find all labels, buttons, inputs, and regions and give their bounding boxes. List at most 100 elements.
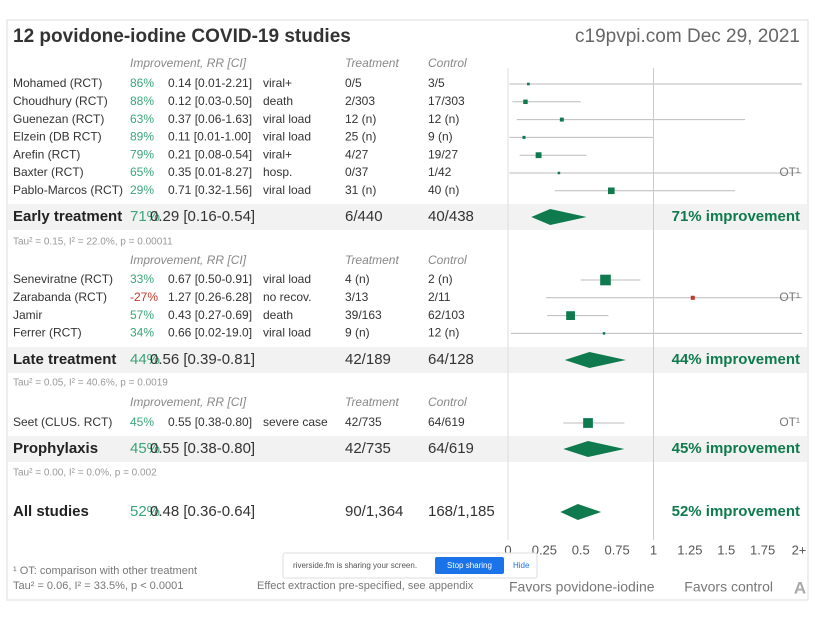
control: 64/619 xyxy=(428,415,465,429)
source: c19pvpi.com Dec 29, 2021 xyxy=(575,26,800,47)
outcome: hosp. xyxy=(263,165,292,179)
control: 64/619 xyxy=(428,440,474,457)
rr-ci: 0.37 [0.06-1.63] xyxy=(168,112,252,126)
outcome: viral load xyxy=(263,112,311,126)
rr-ci: 0.71 [0.32-1.56] xyxy=(168,183,252,197)
outcome: viral load xyxy=(263,272,311,286)
treatment: 6/440 xyxy=(345,208,383,225)
control: 3/5 xyxy=(428,76,445,90)
column-header: Improvement, RR [CI] xyxy=(130,56,247,70)
summary-diamond xyxy=(563,441,625,457)
outcome: death xyxy=(263,308,293,322)
study-marker xyxy=(600,274,611,286)
control: 12 (n) xyxy=(428,112,459,126)
study-name: Seneviratne (RCT) xyxy=(13,272,113,286)
treatment: 90/1,364 xyxy=(345,503,403,520)
share-banner: riverside.fm is sharing your screen. Sto… xyxy=(282,552,538,579)
outcome: viral load xyxy=(263,130,311,144)
study-marker xyxy=(602,332,606,335)
x-tick-label: 1.5 xyxy=(717,542,735,557)
column-header: Treatment xyxy=(345,56,399,70)
study-name: Pablo-Marcos (RCT) xyxy=(13,183,123,197)
x-tick-label: 0 xyxy=(504,542,511,557)
improvement: -27% xyxy=(130,290,158,304)
study-name: Arefin (RCT) xyxy=(13,147,80,161)
summary-band xyxy=(8,347,807,373)
study-marker xyxy=(535,152,542,159)
study-name: Choudhury (RCT) xyxy=(13,94,108,108)
summary-diamond xyxy=(560,504,602,520)
plot-area xyxy=(509,82,802,520)
x-tick-label: 1.75 xyxy=(750,542,775,557)
control: 40 (n) xyxy=(428,183,459,197)
study-marker xyxy=(559,117,564,122)
treatment: 2/303 xyxy=(345,94,375,108)
note: OT¹ xyxy=(779,415,800,429)
study-name: Zarabanda (RCT) xyxy=(13,290,107,304)
outcome: death xyxy=(263,94,293,108)
summary-band xyxy=(8,436,807,462)
study-name: Seet (CLUS. RCT) xyxy=(13,415,112,429)
group-name: All studies xyxy=(13,503,89,520)
improvement: 63% xyxy=(130,112,154,126)
column-header: Improvement, RR [CI] xyxy=(130,395,247,409)
study-marker xyxy=(566,311,575,320)
stats: Tau² = 0.15, I² = 22.0%, p = 0.00011 xyxy=(13,237,173,248)
study-marker xyxy=(583,418,593,428)
treatment: 25 (n) xyxy=(345,130,376,144)
control: 168/1,185 xyxy=(428,503,495,520)
chart-title: 12 povidone-iodine COVID-19 studies xyxy=(13,26,351,47)
rr-ci: 0.21 [0.08-0.54] xyxy=(168,147,252,161)
treatment: 12 (n) xyxy=(345,112,376,126)
column-header: Improvement, RR [CI] xyxy=(130,253,247,267)
study-marker xyxy=(523,99,528,105)
rr-ci: 0.12 [0.03-0.50] xyxy=(168,94,252,108)
rr-ci: 0.14 [0.01-2.21] xyxy=(168,76,252,90)
study-name: Mohamed (RCT) xyxy=(13,76,102,90)
treatment: 42/735 xyxy=(345,415,382,429)
rr-ci: 0.55 [0.38-0.80] xyxy=(150,440,255,457)
improvement: 34% xyxy=(130,326,154,340)
x-tick-label: 0.25 xyxy=(532,542,557,557)
control: 9 (n) xyxy=(428,130,453,144)
treatment: 4 (n) xyxy=(345,272,370,286)
treatment: 9 (n) xyxy=(345,326,370,340)
x-tick-label: 0.5 xyxy=(572,542,590,557)
stop-button-label[interactable]: Stop sharing xyxy=(447,561,492,570)
improvement: 89% xyxy=(130,130,154,144)
improvement: 45% xyxy=(130,415,154,429)
method-note: Effect extraction pre-specified, see app… xyxy=(257,580,474,592)
improvement: 33% xyxy=(130,272,154,286)
control: 2/11 xyxy=(428,290,451,304)
x-tick-label: 2+ xyxy=(792,542,807,557)
group-name: Prophylaxis xyxy=(13,440,98,457)
rr-ci: 0.48 [0.36-0.64] xyxy=(150,503,255,520)
x-label-right: Favors control xyxy=(684,579,773,595)
study-marker xyxy=(608,187,615,195)
x-tick-label: 1 xyxy=(650,542,657,557)
hide-link[interactable]: Hide xyxy=(513,561,530,570)
study-name: Elzein (DB RCT) xyxy=(13,130,102,144)
control: 40/438 xyxy=(428,208,474,225)
summary-diamond xyxy=(564,352,626,368)
rr-ci: 0.35 [0.01-8.27] xyxy=(168,165,252,179)
column-header: Treatment xyxy=(345,395,399,409)
treatment: 39/163 xyxy=(345,308,382,322)
x-tick-label: 0.75 xyxy=(604,542,629,557)
treatment: 0/5 xyxy=(345,76,362,90)
frame xyxy=(6,19,809,601)
stop-button[interactable] xyxy=(435,557,504,574)
treatment: 3/13 xyxy=(345,290,369,304)
improvement: 57% xyxy=(130,308,154,322)
column-header: Control xyxy=(428,395,467,409)
outcome: no recov. xyxy=(263,290,311,304)
outcome: viral+ xyxy=(263,147,292,161)
study-marker xyxy=(557,171,561,175)
rr-ci: 0.66 [0.02-19.0] xyxy=(168,326,252,340)
rr-ci: 0.43 [0.27-0.69] xyxy=(168,308,252,322)
treatment: 42/189 xyxy=(345,351,391,368)
rr-ci: 0.11 [0.01-1.00] xyxy=(168,130,251,144)
control: 62/103 xyxy=(428,308,465,322)
